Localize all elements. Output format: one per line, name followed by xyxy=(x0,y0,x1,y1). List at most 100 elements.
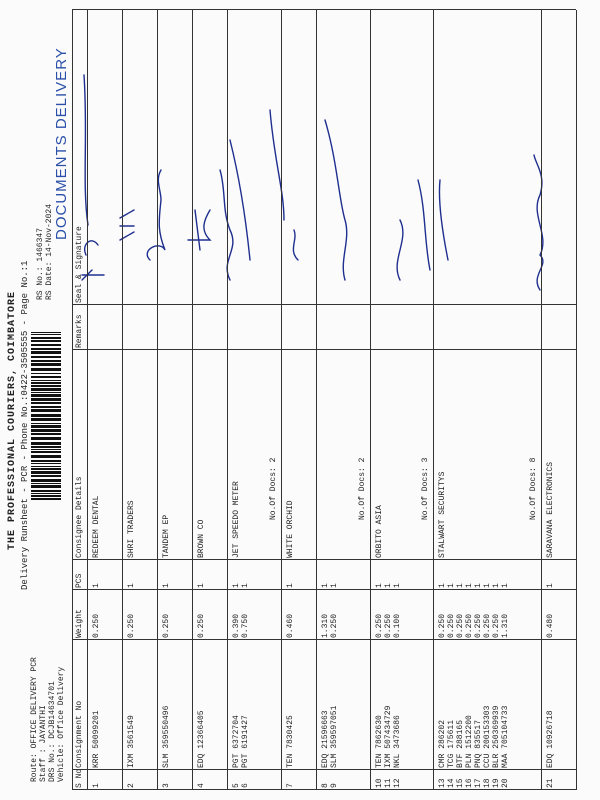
docs-count: No.Of Docs: 2 xyxy=(269,457,278,520)
s-no: 12 xyxy=(393,778,402,788)
weight: 0.250 xyxy=(197,613,206,638)
weight: 0.250 xyxy=(438,613,447,638)
s-no: 21 xyxy=(546,778,555,788)
pcs: 1 xyxy=(465,583,474,588)
pcs: 1 xyxy=(375,583,384,588)
consignment-no: PLN 1512200 xyxy=(465,715,474,768)
s-no: 9 xyxy=(330,783,339,788)
consignee: BROWN CO xyxy=(197,519,206,558)
weight: 1.310 xyxy=(321,613,330,638)
consignee: ORBITO ASIA xyxy=(375,505,384,558)
s-no: 10 xyxy=(375,778,384,788)
weight: 0.250 xyxy=(483,613,492,638)
column-line xyxy=(72,304,576,305)
consignment-no: CCU 200153303 xyxy=(483,705,492,768)
consignment-no: PGT 6372704 xyxy=(232,715,241,768)
pcs: 1 xyxy=(501,583,510,588)
weight: 0.250 xyxy=(330,613,339,638)
pcs: 1 xyxy=(241,583,250,588)
s-no: 15 xyxy=(456,778,465,788)
pcs: 1 xyxy=(393,583,402,588)
consignment-no: BTF 288165 xyxy=(456,719,465,768)
consignee: TANDEM EP xyxy=(162,514,171,558)
row-line xyxy=(370,10,371,790)
consignment-no: SLM 359550496 xyxy=(162,705,171,768)
weight: 0.250 xyxy=(384,613,393,638)
consignee: SHRI TRADERS xyxy=(127,500,136,558)
consignee: JET SPEEDO METER xyxy=(232,481,241,558)
pcs: 1 xyxy=(483,583,492,588)
s-no: 20 xyxy=(501,778,510,788)
pcs: 1 xyxy=(321,583,330,588)
weight: 0.250 xyxy=(127,613,136,638)
col-consignee-header: Consignee Details xyxy=(75,476,84,558)
col-pcs-header: PCS xyxy=(75,573,84,588)
barcode xyxy=(31,332,61,500)
s-no: 19 xyxy=(492,778,501,788)
row-line xyxy=(192,10,193,790)
weight: 0.250 xyxy=(92,613,101,638)
consignment-no: PNQ 835517 xyxy=(474,719,483,768)
pcs: 1 xyxy=(492,583,501,588)
s-no: 17 xyxy=(474,778,483,788)
consignment-no: KRR 50099201 xyxy=(92,710,101,768)
pcs: 1 xyxy=(330,583,339,588)
consignment-no: TEN 7830425 xyxy=(286,715,295,768)
consignee: WHITE ORCHID xyxy=(286,500,295,558)
row-line xyxy=(281,10,282,790)
pcs: 1 xyxy=(438,583,447,588)
consignment-no: TEN 7862630 xyxy=(375,715,384,768)
weight: 0.250 xyxy=(375,613,384,638)
consignment-no: BLR 250369939 xyxy=(492,705,501,768)
pcs: 1 xyxy=(232,583,241,588)
s-no: 1 xyxy=(92,783,101,788)
s-no: 3 xyxy=(162,783,171,788)
consignment-no: SLM 359597051 xyxy=(330,705,339,768)
consignee: STALWART SECURITYS xyxy=(438,471,447,558)
column-line xyxy=(72,639,576,640)
col-weight-header: Weight xyxy=(75,609,84,638)
weight: 0.250 xyxy=(492,613,501,638)
consignment-no: CMR 286202 xyxy=(438,719,447,768)
consignment-no: EDQ 12366405 xyxy=(197,710,206,768)
column-line xyxy=(72,769,576,770)
col-signature-header: Seal & Signature xyxy=(75,226,84,303)
row-line xyxy=(433,10,434,790)
s-no: 14 xyxy=(447,778,456,788)
pcs: 1 xyxy=(447,583,456,588)
pcs: 1 xyxy=(474,583,483,588)
weight: 1.310 xyxy=(501,613,510,638)
weight: 0.250 xyxy=(465,613,474,638)
col-sno-header: S No xyxy=(75,768,84,788)
column-line xyxy=(72,789,576,790)
row-line xyxy=(87,10,88,790)
weight: 0.250 xyxy=(474,613,483,638)
column-line xyxy=(72,559,576,560)
consignment-no: MAA 705104733 xyxy=(501,705,510,768)
row-line xyxy=(316,10,317,790)
consignment-no: IXM 3561549 xyxy=(127,715,136,768)
row-line xyxy=(541,10,542,790)
weight: 0.250 xyxy=(456,613,465,638)
row-line xyxy=(227,10,228,790)
s-no: 11 xyxy=(384,778,393,788)
pcs: 1 xyxy=(197,583,206,588)
s-no: 16 xyxy=(465,778,474,788)
pcs: 1 xyxy=(456,583,465,588)
consignment-no: NKL 3473686 xyxy=(393,715,402,768)
docs-count: No.Of Docs: 2 xyxy=(358,457,367,520)
pcs: 1 xyxy=(92,583,101,588)
column-line xyxy=(72,9,576,10)
consignment-no: TCG 175611 xyxy=(447,719,456,768)
docs-count: No.Of Docs: 8 xyxy=(529,457,538,520)
consignment-no: PGT 6191427 xyxy=(241,715,250,768)
docs-count: No.Of Docs: 3 xyxy=(421,457,430,520)
weight: 0.250 xyxy=(447,613,456,638)
weight: 0.750 xyxy=(241,613,250,638)
consignment-no: EDQ 10926718 xyxy=(546,710,555,768)
row-line xyxy=(157,10,158,790)
s-no: 2 xyxy=(127,783,136,788)
pcs: 1 xyxy=(384,583,393,588)
